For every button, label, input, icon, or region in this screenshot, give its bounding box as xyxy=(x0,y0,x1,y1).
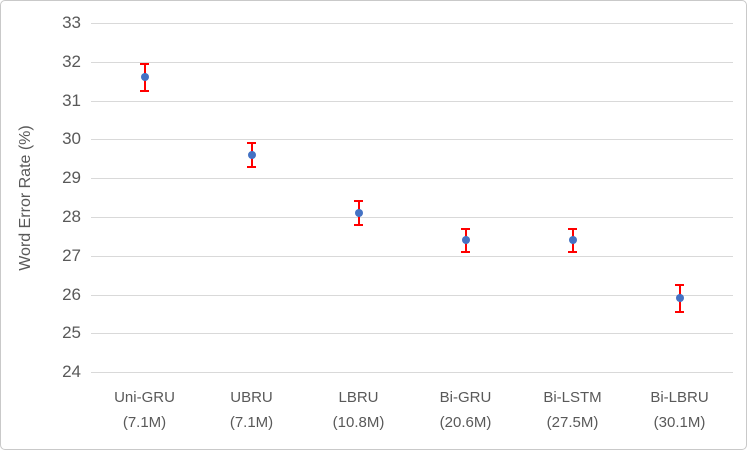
error-bar-cap-bottom xyxy=(461,250,470,253)
gridline-y-30 xyxy=(91,139,733,141)
y-tick-label: 25 xyxy=(62,323,81,343)
y-tick-label: 31 xyxy=(62,90,81,110)
model-params: (7.1M) xyxy=(229,414,274,431)
x-category-label: Bi-LSTM (27.5M) xyxy=(519,385,626,435)
data-point-uni-gru xyxy=(140,73,149,82)
model-params: (20.6M) xyxy=(439,414,492,431)
gridline-y-24 xyxy=(91,372,733,374)
model-name: Bi-GRU xyxy=(439,389,492,406)
gridline-y-28 xyxy=(91,217,733,218)
error-bar-cap-top xyxy=(675,283,684,286)
error-bar-cap-top xyxy=(140,62,149,65)
error-bar-cap-top xyxy=(568,227,577,230)
model-params: (7.1M) xyxy=(122,414,167,431)
data-point-bi-lstm xyxy=(568,236,577,245)
y-tick-label: 28 xyxy=(62,207,81,226)
y-tick-label: 24 xyxy=(62,362,81,382)
model-name: Uni-GRU xyxy=(114,389,175,406)
y-tick-label: 30 xyxy=(62,129,81,149)
error-bar-cap-bottom xyxy=(247,165,256,168)
data-point-bi-gru xyxy=(461,236,470,245)
data-point-ubru xyxy=(247,150,256,159)
error-bar-cap-top xyxy=(247,142,256,145)
gridline-y-27 xyxy=(91,255,733,257)
model-params: (30.1M) xyxy=(653,414,706,431)
x-category-label: Bi-GRU (20.6M) xyxy=(412,385,519,435)
y-tick-label: 27 xyxy=(62,245,81,265)
y-tick-label: 26 xyxy=(62,284,81,304)
error-bar-cap-bottom xyxy=(140,89,149,92)
gridline-y-32 xyxy=(91,61,733,63)
gridline-y-25 xyxy=(91,333,733,335)
gridline-y-33 xyxy=(91,23,733,24)
y-tick-label: 33 xyxy=(62,13,81,32)
x-category-label: LBRU (10.8M) xyxy=(305,385,412,435)
data-point-bi-lbru xyxy=(675,294,684,303)
data-point-lbru xyxy=(354,209,363,218)
gridline-y-31 xyxy=(91,100,733,102)
error-bar-cap-bottom xyxy=(568,250,577,253)
gridline-y-26 xyxy=(91,294,733,296)
y-tick-label: 32 xyxy=(62,51,81,71)
error-bar-cap-bottom xyxy=(675,311,684,314)
model-name: UBRU xyxy=(230,389,273,406)
x-category-label: UBRU (7.1M) xyxy=(198,385,305,435)
gridline-y-29 xyxy=(91,178,733,180)
model-name: Bi-LBRU xyxy=(650,389,709,406)
model-params: (27.5M) xyxy=(546,414,599,431)
error-bar-cap-top xyxy=(461,227,470,230)
error-bar-cap-top xyxy=(354,200,363,203)
x-category-label: Uni-GRU (7.1M) xyxy=(91,385,198,435)
error-bar-cap-bottom xyxy=(354,223,363,226)
x-category-label: Bi-LBRU (30.1M) xyxy=(626,385,733,435)
y-tick-label: 29 xyxy=(62,168,81,188)
model-name: Bi-LSTM xyxy=(543,389,602,406)
model-name: LBRU xyxy=(338,389,379,406)
model-params: (10.8M) xyxy=(332,414,385,431)
